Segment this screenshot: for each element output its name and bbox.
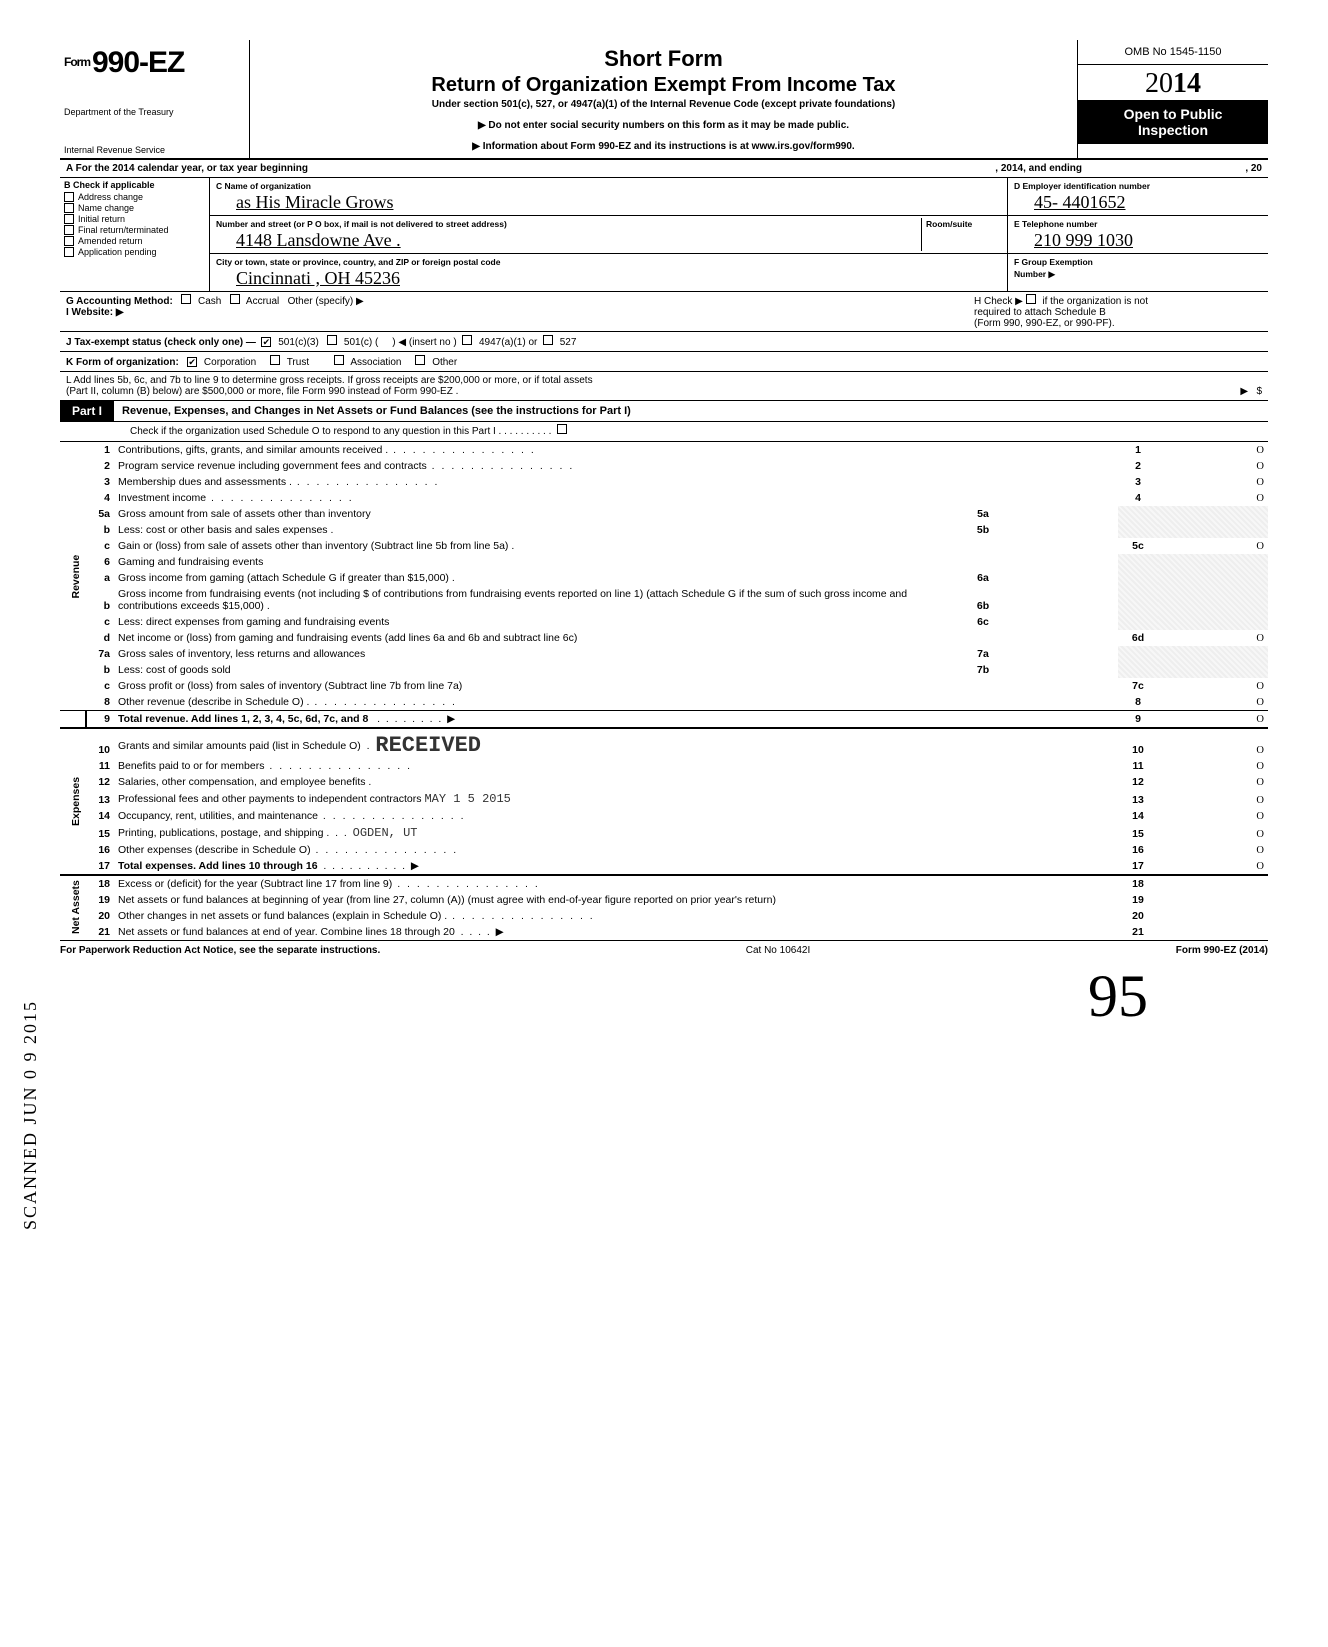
header-mid: Short Form Return of Organization Exempt… (250, 40, 1078, 158)
tax-year: 2014 (1078, 65, 1268, 100)
chk-other-org[interactable] (415, 355, 425, 365)
return-title: Return of Organization Exempt From Incom… (260, 74, 1067, 97)
chk-527[interactable] (543, 335, 553, 345)
ein: 45- 4401652 (1014, 192, 1126, 212)
chk-501c[interactable] (327, 335, 337, 345)
side-netassets: Net Assets (60, 875, 86, 940)
chk-trust[interactable] (270, 355, 280, 365)
val-5b (1008, 522, 1118, 538)
chk-name-change[interactable]: Name change (64, 203, 205, 213)
info-url: ▶ Information about Form 990-EZ and its … (260, 141, 1067, 152)
val-8: O (1158, 694, 1268, 711)
form-label: Form (64, 55, 90, 69)
val-11: O (1158, 758, 1268, 774)
val-6c (1008, 614, 1118, 630)
under-section: Under section 501(c), 527, or 4947(a)(1)… (260, 99, 1067, 110)
open-to-public: Open to Public Inspection (1078, 100, 1268, 144)
chk-corporation[interactable]: ✔ (187, 357, 197, 367)
val-5a (1008, 506, 1118, 522)
chk-application-pending[interactable]: Application pending (64, 247, 205, 257)
omb-number: OMB No 1545-1150 (1078, 40, 1268, 65)
website-label: I Website: ▶ (66, 307, 124, 318)
short-form-title: Short Form (260, 46, 1067, 72)
received-stamp: RECEIVED (375, 733, 481, 758)
ogden-stamp: OGDEN, UT (353, 826, 418, 840)
val-10: O (1158, 728, 1268, 758)
row-j-tax-exempt: J Tax-exempt status (check only one) — ✔… (60, 332, 1268, 352)
val-16: O (1158, 842, 1268, 858)
chk-initial-return[interactable]: Initial return (64, 214, 205, 224)
col-de: D Employer identification number 45- 440… (1008, 178, 1268, 291)
chk-cash[interactable] (181, 294, 191, 304)
chk-amended-return[interactable]: Amended return (64, 236, 205, 246)
part1-header: Part I Revenue, Expenses, and Changes in… (60, 401, 1268, 422)
val-2: O (1158, 458, 1268, 474)
row-a-calendar-year: A For the 2014 calendar year, or tax yea… (60, 160, 1268, 178)
footer: For Paperwork Reduction Act Notice, see … (60, 940, 1268, 956)
row-l-gross-receipts: L Add lines 5b, 6c, and 7b to line 9 to … (60, 372, 1268, 401)
chk-4947[interactable] (462, 335, 472, 345)
chk-association[interactable] (334, 355, 344, 365)
signature-initials: 95 (60, 962, 1268, 1031)
part1-title: Revenue, Expenses, and Changes in Net As… (114, 402, 639, 420)
ssn-warning: ▶ Do not enter social security numbers o… (260, 120, 1067, 131)
val-6b (1008, 586, 1118, 614)
section-bcde: B Check if applicable Address change Nam… (60, 178, 1268, 292)
val-20 (1158, 908, 1268, 924)
row-k-form-org: K Form of organization: ✔ Corporation Tr… (60, 352, 1268, 372)
form-990ez: Form990-EZ Department of the Treasury In… (60, 40, 1268, 1031)
val-4: O (1158, 490, 1268, 506)
chk-accrual[interactable] (230, 294, 240, 304)
form-number: Form990-EZ (64, 46, 241, 80)
val-18 (1158, 875, 1268, 892)
header-right: OMB No 1545-1150 2014 Open to Public Ins… (1078, 40, 1268, 158)
lines-table: Revenue 1 Contributions, gifts, grants, … (60, 442, 1268, 940)
header: Form990-EZ Department of the Treasury In… (60, 40, 1268, 160)
row-g-accounting: G Accounting Method: Cash Accrual Other … (60, 292, 1268, 332)
val-6a (1008, 570, 1118, 586)
val-6d: O (1158, 630, 1268, 646)
part1-tab: Part I (60, 401, 114, 421)
cat-no: Cat No 10642I (746, 945, 811, 956)
val-1: O (1158, 442, 1268, 458)
val-7c: O (1158, 678, 1268, 694)
part1-sub: Check if the organization used Schedule … (60, 422, 1268, 442)
val-9: O (1158, 710, 1268, 728)
telephone: 210 999 1030 (1014, 230, 1133, 250)
val-17: O (1158, 858, 1268, 875)
val-21 (1158, 924, 1268, 940)
chk-schedule-b[interactable] (1026, 294, 1036, 304)
col-b-checkboxes: B Check if applicable Address change Nam… (60, 178, 210, 291)
chk-final-return[interactable]: Final return/terminated (64, 225, 205, 235)
org-city: Cincinnati , OH 45236 (216, 268, 400, 288)
org-address: 4148 Lansdowne Ave . (216, 230, 401, 250)
side-revenue: Revenue (60, 442, 86, 711)
chk-501c3[interactable]: ✔ (261, 337, 271, 347)
val-7b (1008, 662, 1118, 678)
val-13: O (1158, 790, 1268, 808)
dept-treasury: Department of the Treasury (64, 108, 241, 118)
val-5c: O (1158, 538, 1268, 554)
val-15: O (1158, 824, 1268, 842)
header-left: Form990-EZ Department of the Treasury In… (60, 40, 250, 158)
dept-irs: Internal Revenue Service (64, 146, 241, 156)
val-19 (1158, 892, 1268, 908)
side-expenses: Expenses (60, 728, 86, 875)
chk-schedule-o[interactable] (557, 424, 567, 434)
date-stamp: MAY 1 5 2015 (424, 792, 510, 806)
col-c-org-info: C Name of organization as His Miracle Gr… (210, 178, 1008, 291)
org-name: as His Miracle Grows (216, 192, 393, 212)
val-3: O (1158, 474, 1268, 490)
val-7a (1008, 646, 1118, 662)
chk-address-change[interactable]: Address change (64, 192, 205, 202)
val-14: O (1158, 808, 1268, 824)
val-12: O (1158, 774, 1268, 790)
scanned-stamp: SCANNED JUN 0 9 2015 (20, 1000, 41, 1230)
